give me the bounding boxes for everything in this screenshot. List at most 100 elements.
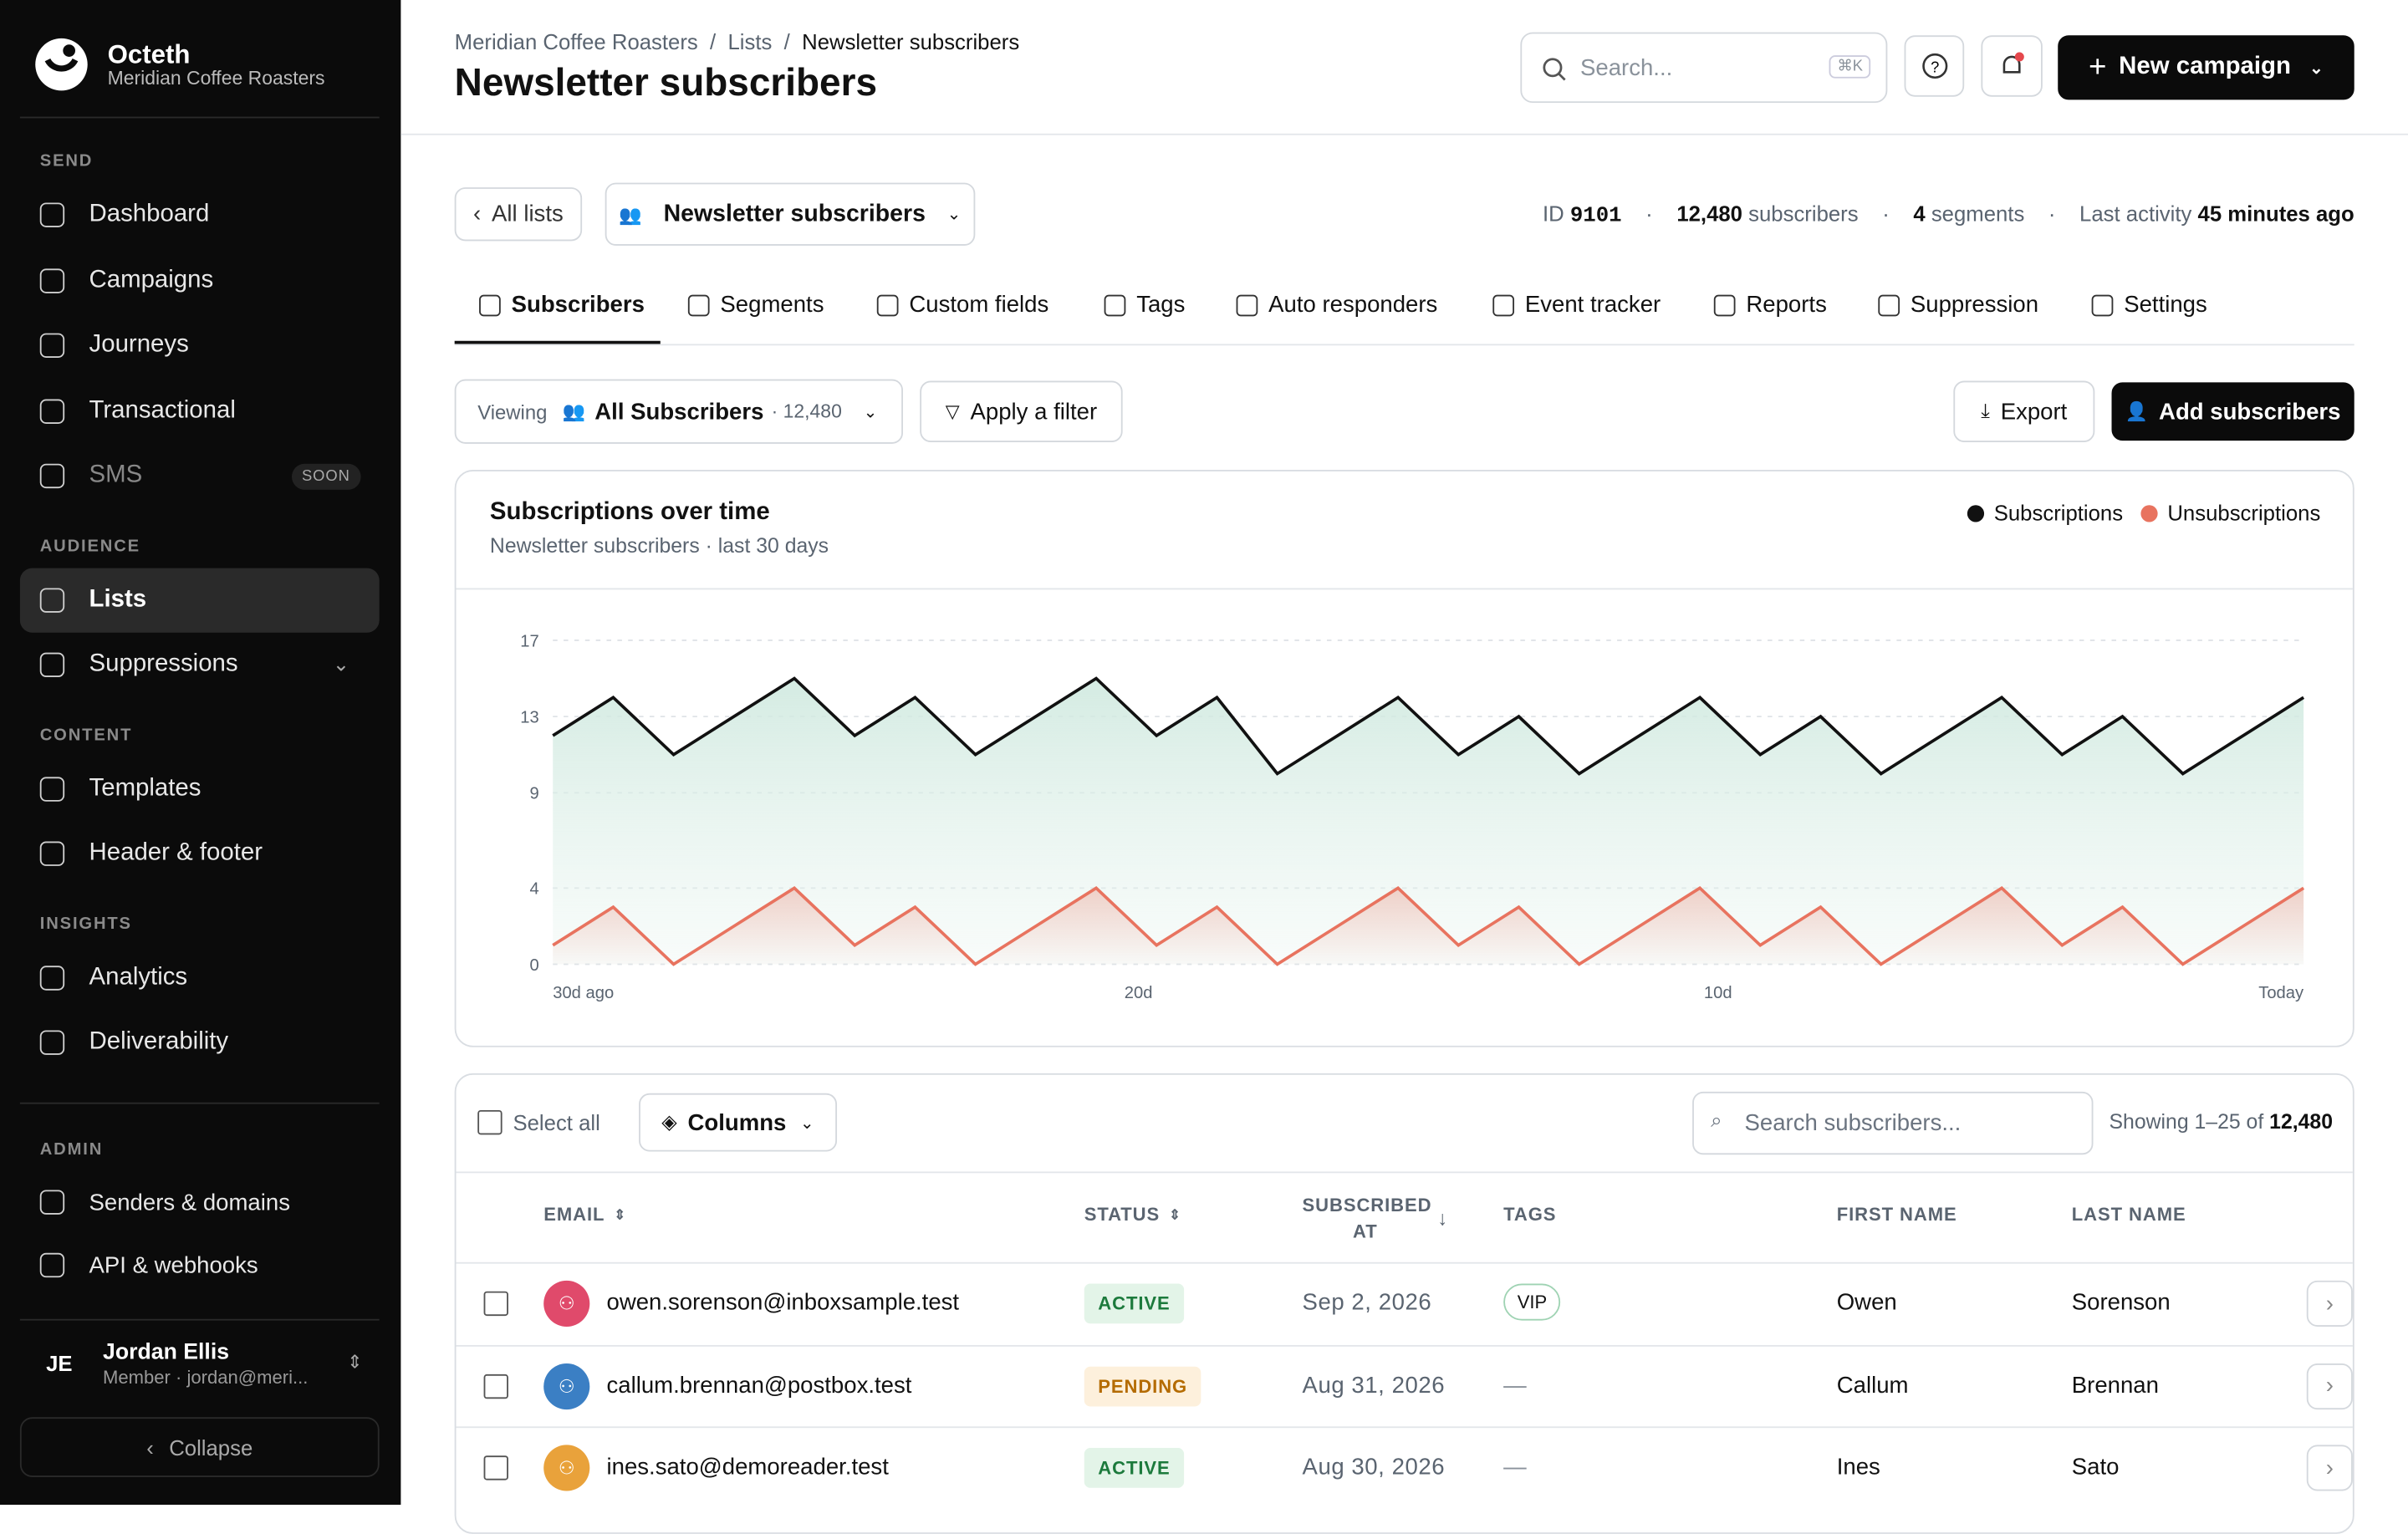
- tab-label: Tags: [1136, 291, 1186, 319]
- tab-icon: [1236, 293, 1258, 316]
- crumb[interactable]: Meridian Coffee Roasters: [454, 28, 698, 54]
- badge: SOON: [291, 463, 361, 490]
- section-heading: CONTENT: [39, 725, 133, 744]
- nav-icon: [39, 1252, 65, 1278]
- help-button[interactable]: ?: [1904, 35, 1965, 97]
- tab[interactable]: Event tracker: [1492, 292, 1661, 318]
- cell: Owen: [1836, 1289, 1897, 1317]
- tab-label: Segments: [720, 291, 824, 319]
- select-all-checkbox[interactable]: [477, 1109, 503, 1135]
- row-open-button[interactable]: ›: [2306, 1445, 2353, 1491]
- row-checkbox[interactable]: [483, 1455, 508, 1480]
- collapse-button[interactable]: ‹ Collapse: [19, 1417, 380, 1477]
- row-open-button[interactable]: ›: [2306, 1280, 2353, 1327]
- nav-label: Analytics: [89, 964, 188, 991]
- crumb[interactable]: Lists: [727, 28, 773, 54]
- nav-item[interactable]: Senders & domains: [20, 1171, 380, 1234]
- tab[interactable]: Segments: [687, 291, 824, 319]
- columns-button[interactable]: ◈ Columns ⌄: [639, 1093, 838, 1152]
- list-picker[interactable]: 👥 Newsletter subscribers ⌄: [605, 182, 976, 246]
- nav-label: Templates: [89, 775, 202, 802]
- all-lists-button[interactable]: ‹ All lists: [454, 187, 583, 242]
- column-header[interactable]: STATUS ⇕: [1084, 1204, 1181, 1226]
- tab[interactable]: Tags: [1104, 291, 1186, 319]
- tab[interactable]: Suppression: [1878, 292, 2038, 318]
- legend-item: Subscriptions: [1967, 501, 2123, 525]
- chart: 0 4 9 13 17 30d ago 20d 10d Today: [520, 632, 2305, 1002]
- new-campaign-button[interactable]: + New campaign ⌄: [2058, 35, 2354, 100]
- header-border: [400, 133, 2408, 135]
- filter-button[interactable]: ▽ Apply a filter: [920, 380, 1123, 442]
- nav-item[interactable]: API & webhooks: [20, 1234, 380, 1297]
- nav-icon: [39, 202, 65, 228]
- nav-label: Dashboard: [89, 201, 210, 228]
- nav-section: CONTENT Templates Header & footer: [0, 713, 400, 887]
- column-header[interactable]: SUBSCRIBED AT ↓: [1302, 1194, 1449, 1242]
- tab[interactable]: Settings: [2091, 291, 2207, 319]
- sort-icon: ⇕: [614, 1206, 627, 1223]
- segment-label: segments: [1931, 201, 2025, 227]
- cell: —: [1503, 1454, 1527, 1480]
- tabs-border: [454, 344, 2354, 346]
- column-header[interactable]: FIRST NAME: [1836, 1204, 1957, 1226]
- all-lists-label: All lists: [492, 201, 564, 227]
- nav-section: INSIGHTS Analytics Deliverability: [0, 902, 400, 1076]
- nav-section: ADMIN Senders & domains API & webhooks: [0, 1101, 400, 1297]
- tab-icon: [1713, 293, 1736, 316]
- user-menu[interactable]: ⇕: [347, 1351, 363, 1373]
- nav-item[interactable]: Journeys: [20, 313, 380, 379]
- nav-label: SMS: [89, 462, 143, 489]
- export-button[interactable]: ⤓ Export: [1953, 380, 2095, 442]
- nav-item[interactable]: Transactional: [20, 379, 380, 444]
- cell: Ines: [1836, 1454, 1880, 1480]
- x-tick-label: 30d ago: [553, 984, 614, 1002]
- table-search[interactable]: ⌕ Search subscribers...: [1692, 1091, 2094, 1155]
- tab-label: Custom fields: [909, 291, 1049, 319]
- x-tick-label: 10d: [1704, 984, 1732, 1002]
- column-header[interactable]: TAGS: [1503, 1204, 1557, 1226]
- nav-icon: [39, 588, 65, 613]
- nav-item[interactable]: Campaigns: [20, 248, 380, 313]
- nav-item[interactable]: SMS SOON: [20, 444, 380, 509]
- line: [552, 885, 2305, 966]
- tab-icon: [1878, 293, 1900, 316]
- row-checkbox[interactable]: [483, 1373, 508, 1399]
- row-checkbox[interactable]: [483, 1291, 508, 1317]
- search[interactable]: Search... ⌘K: [1520, 32, 1888, 104]
- tab[interactable]: Auto responders: [1236, 292, 1437, 318]
- nav-label: API & webhooks: [89, 1251, 258, 1279]
- column-header[interactable]: LAST NAME: [2071, 1204, 2186, 1226]
- tab-label: Suppression: [1910, 291, 2039, 319]
- tab[interactable]: Subscribers: [479, 292, 645, 318]
- avatar: ⚇: [543, 1445, 590, 1491]
- nav-icon: [39, 464, 65, 489]
- nav-item[interactable]: Deliverability: [20, 1011, 380, 1076]
- add-subscribers-button[interactable]: 👤 Add subscribers: [2111, 382, 2354, 441]
- section-heading: INSIGHTS: [39, 914, 132, 933]
- nav-item[interactable]: Dashboard: [20, 183, 380, 248]
- nav-item[interactable]: Suppressions ⌄: [20, 633, 380, 698]
- nav-label: Campaigns: [89, 267, 214, 293]
- search-icon: [1543, 58, 1566, 81]
- nav-icon: [39, 334, 65, 359]
- nav-label: Suppressions: [89, 651, 238, 678]
- legend-item: Unsubscriptions: [2141, 501, 2320, 525]
- svg-text:?: ?: [1930, 58, 1938, 75]
- section-heading: AUDIENCE: [39, 536, 140, 555]
- tab-label: Settings: [2124, 291, 2207, 319]
- column-header[interactable]: EMAIL ⇕: [543, 1204, 627, 1226]
- nav-item[interactable]: Lists: [19, 567, 380, 633]
- view-count: · 12,480: [771, 400, 842, 423]
- row-open-button[interactable]: ›: [2306, 1363, 2353, 1409]
- nav-label: Header & footer: [89, 840, 263, 867]
- nav-item[interactable]: Templates: [20, 757, 380, 822]
- nav-icon: [39, 1190, 65, 1215]
- tab[interactable]: Reports: [1713, 292, 1827, 318]
- nav-item[interactable]: Analytics: [20, 945, 380, 1011]
- notifications-button[interactable]: [1981, 35, 2043, 97]
- nav-item[interactable]: Header & footer: [20, 822, 380, 887]
- tab[interactable]: Custom fields: [876, 291, 1049, 319]
- viewing-label: Viewing: [477, 400, 548, 424]
- add-label: Add subscribers: [2159, 398, 2341, 425]
- view-picker[interactable]: Viewing 👥 All Subscribers · 12,480 ⌄: [454, 379, 904, 444]
